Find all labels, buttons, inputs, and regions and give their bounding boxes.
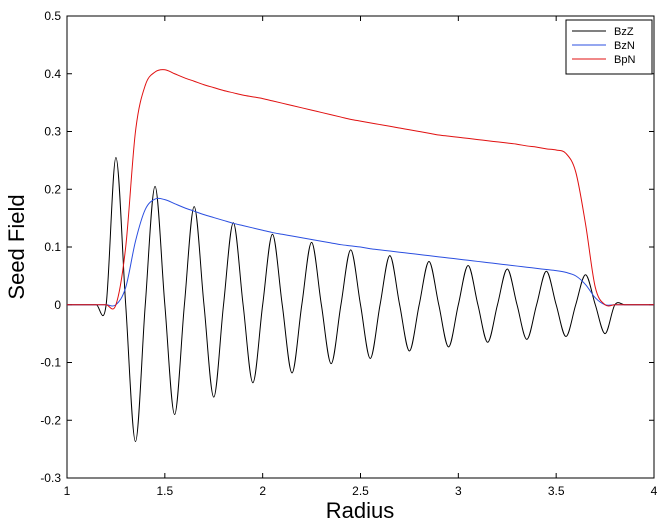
y-tick-label: 0 [54, 298, 61, 312]
x-tick-label: 3.5 [548, 484, 565, 498]
legend-box [565, 19, 653, 75]
x-axis-label: Radius [326, 498, 394, 523]
legend-label: BzN [614, 40, 635, 52]
x-tick-label: 2 [259, 484, 266, 498]
x-tick-label: 2.5 [352, 484, 369, 498]
line-series [67, 197, 654, 307]
y-tick-label: 0.3 [44, 125, 61, 139]
y-axis-label: Seed Field [4, 194, 29, 299]
y-tick-label: 0.5 [44, 9, 61, 23]
y-tick-label: 0.4 [44, 67, 61, 81]
x-tick-label: 4 [651, 484, 658, 498]
x-tick-label: 1.5 [156, 484, 173, 498]
legend-label: BpN [614, 54, 635, 66]
y-tick-label: 0.1 [44, 240, 61, 254]
y-tick-label: -0.3 [40, 471, 61, 485]
y-tick-label: -0.1 [40, 356, 61, 370]
y-tick-label: -0.2 [40, 413, 61, 427]
legend-label: BzZ [614, 26, 634, 38]
line-series [67, 156, 654, 443]
x-tick-label: 3 [455, 484, 462, 498]
line-series [67, 69, 654, 310]
x-tick-label: 1 [64, 484, 71, 498]
y-tick-label: 0.2 [44, 182, 61, 196]
